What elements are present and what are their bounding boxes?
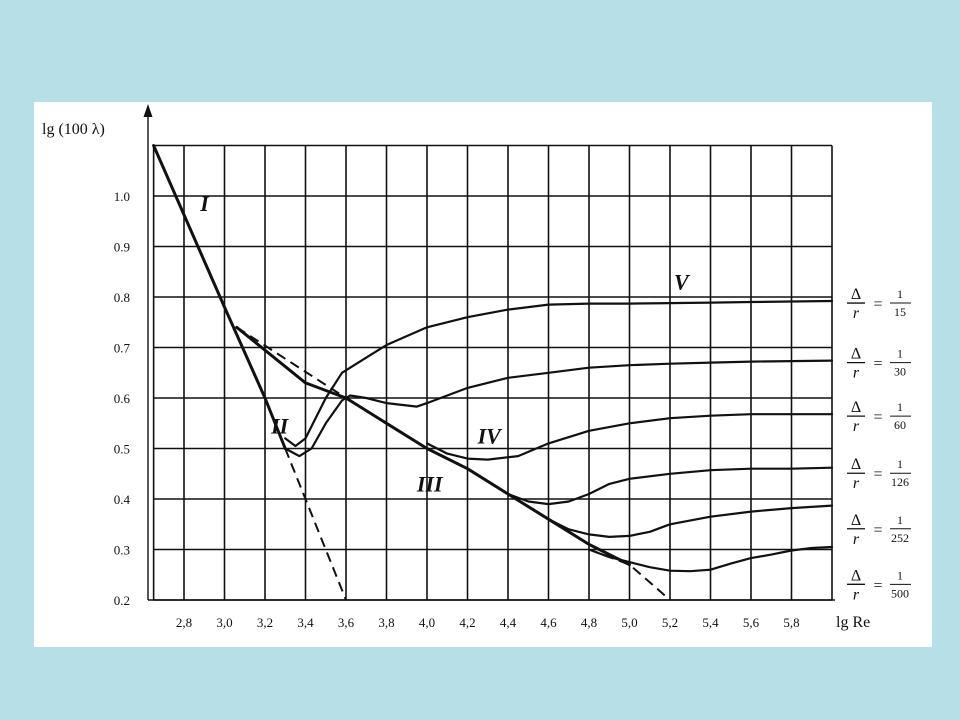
curve-roughness (506, 466, 834, 506)
y-tick-label: 0.2 (114, 593, 130, 608)
denominator: 30 (894, 365, 906, 379)
region-label: II (270, 413, 290, 438)
curves (152, 144, 834, 601)
r-symbol: r (853, 586, 860, 603)
curve-dashed (236, 326, 347, 399)
numerator: 1 (897, 457, 903, 471)
x-tick-label: 2,8 (176, 615, 192, 630)
ratio-label: Δr = 1 126 (847, 456, 911, 492)
y-tick-label: 1.0 (114, 189, 130, 204)
equals-sign: = (873, 356, 882, 373)
ratio-label: Δr = 1 60 (847, 399, 911, 435)
chart-panel: lg (100 λ) lg Re 2,8 3,0 3,2 3,4 3,6 3,8 4,0 4,… (34, 102, 932, 647)
x-tick-label: 3,8 (378, 615, 394, 630)
numerator: 1 (897, 513, 903, 527)
y-axis-arrow (143, 104, 153, 117)
curve-labels: Δr = 1 15 Δr = 1 30 Δr = 1 60 Δr = 1 126 Δr = 1 252 Δr = 1 500 (847, 286, 911, 603)
x-tick-label: 5,0 (621, 615, 637, 630)
denominator: 60 (894, 418, 906, 432)
x-tick-label: 3,6 (338, 615, 355, 630)
numerator: 1 (897, 287, 903, 301)
axes: lg (100 λ) lg Re (42, 104, 870, 631)
curve-roughness (587, 545, 834, 573)
x-tick-label: 5,4 (702, 615, 719, 630)
x-tick-label: 3,2 (257, 615, 273, 630)
curve-roughness (547, 504, 834, 538)
delta-symbol: Δ (851, 456, 861, 473)
equals-sign: = (873, 577, 882, 594)
delta-symbol: Δ (851, 399, 861, 416)
denominator: 500 (891, 586, 909, 600)
r-symbol: r (853, 418, 860, 435)
numerator: 1 (897, 400, 903, 414)
numerator: 1 (897, 568, 903, 582)
curve-dashed (284, 448, 347, 601)
equals-sign: = (873, 296, 882, 313)
x-tick-label: 5,6 (743, 615, 760, 630)
delta-symbol: Δ (851, 346, 861, 363)
y-tick-label: 0.4 (114, 492, 131, 507)
curve-roughness (284, 359, 834, 458)
region-label: V (674, 269, 691, 294)
friction-factor-chart: lg (100 λ) lg Re 2,8 3,0 3,2 3,4 3,6 3,8 4,0 4,… (42, 104, 911, 631)
numerator: 1 (897, 347, 903, 361)
curve-thick (152, 144, 287, 450)
denominator: 15 (894, 305, 906, 319)
ratio-label: Δr = 1 30 (847, 346, 911, 382)
region-label: III (416, 471, 444, 496)
y-tick-label: 0.8 (114, 290, 130, 305)
y-tick-label: 0.6 (114, 391, 131, 406)
y-tick-label: 0.9 (114, 240, 130, 255)
curve-thick (235, 325, 631, 567)
x-tick-label: 4,8 (581, 615, 597, 630)
delta-symbol: Δ (851, 512, 861, 529)
y-tick-label: 0.3 (114, 543, 130, 558)
ratio-label: Δr = 1 15 (847, 286, 911, 322)
tick-labels: 2,8 3,0 3,2 3,4 3,6 3,8 4,0 4,2 4,4 4,6 4,8 5,0 5,2 5… (114, 189, 800, 630)
x-tick-label: 4,2 (459, 615, 475, 630)
r-symbol: r (853, 365, 860, 382)
y-tick-label: 0.5 (114, 442, 130, 457)
x-tick-label: 3,4 (297, 615, 314, 630)
ratio-label: Δr = 1 500 (847, 567, 911, 603)
denominator: 126 (891, 475, 909, 489)
delta-symbol: Δ (851, 567, 861, 584)
region-label: I (199, 191, 210, 216)
y-axis-label: lg (100 λ) (42, 121, 105, 138)
denominator: 252 (891, 531, 909, 545)
curve-roughness (425, 413, 834, 461)
equals-sign: = (873, 522, 882, 539)
equals-sign: = (873, 409, 882, 426)
ratio-label: Δr = 1 252 (847, 512, 911, 548)
x-tick-label: 3,0 (216, 615, 232, 630)
r-symbol: r (853, 531, 860, 548)
r-symbol: r (853, 475, 860, 492)
x-tick-label: 4,4 (500, 615, 517, 630)
x-tick-label: 5,2 (662, 615, 678, 630)
y-tick-label: 0.7 (114, 341, 131, 356)
region-label: IV (477, 423, 504, 448)
x-tick-label: 5,8 (783, 615, 799, 630)
delta-symbol: Δ (851, 286, 861, 303)
x-axis-label: lg Re (836, 614, 870, 631)
curve-roughness (284, 299, 834, 448)
r-symbol: r (853, 305, 860, 322)
x-tick-label: 4,0 (419, 615, 435, 630)
equals-sign: = (873, 466, 882, 483)
x-tick-label: 4,6 (540, 615, 557, 630)
